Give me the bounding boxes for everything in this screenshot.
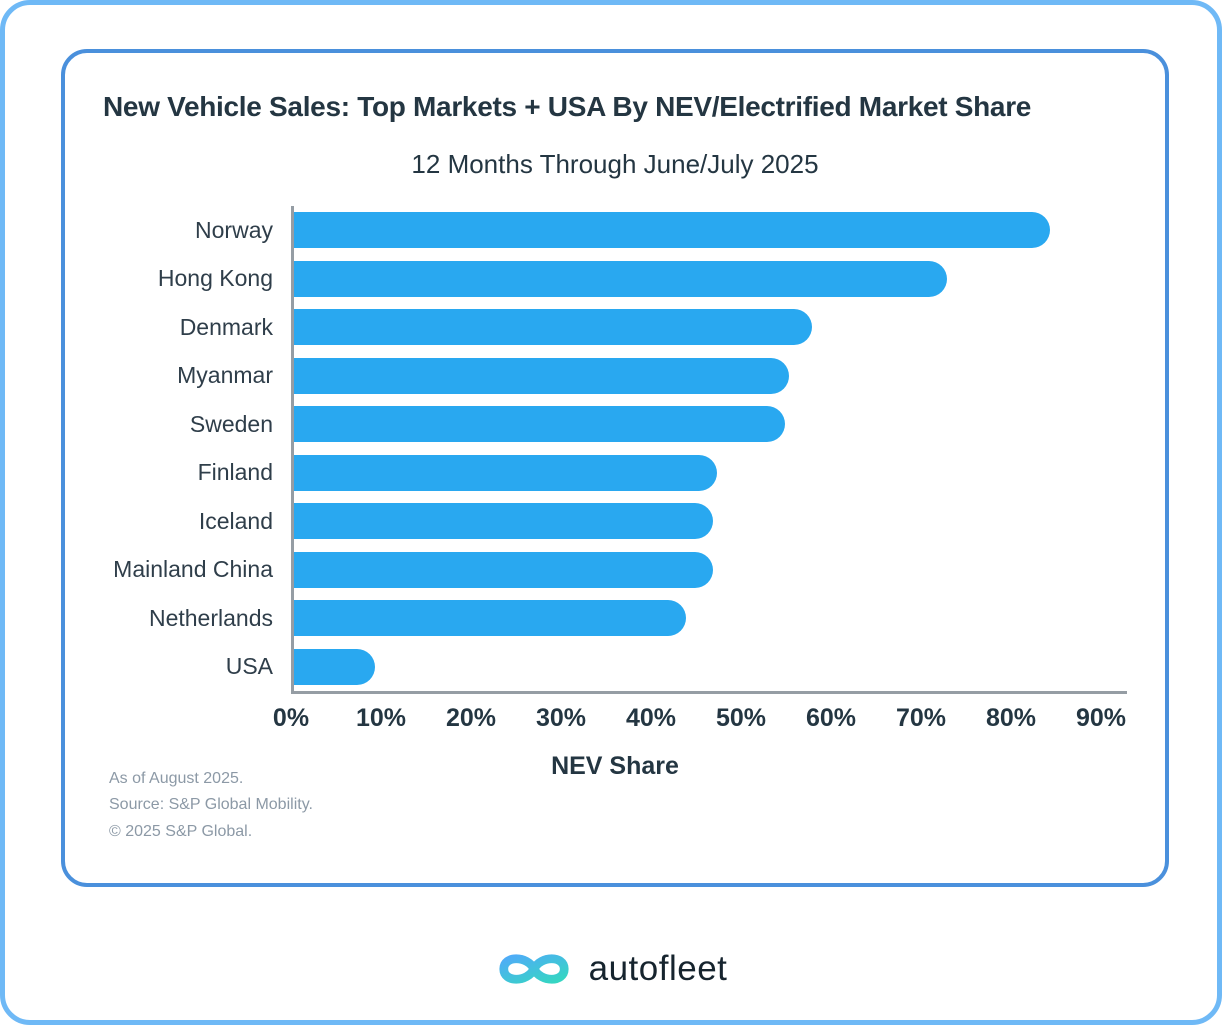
x-tick-label: 10% <box>355 704 407 732</box>
bar-mainland-china <box>294 551 713 588</box>
category-label: USA <box>225 653 273 680</box>
x-tick-label: 30% <box>535 704 587 732</box>
bar-iceland <box>294 503 713 540</box>
category-label: Norway <box>195 216 273 243</box>
bar-denmark <box>294 309 812 346</box>
footnote-line: As of August 2025. <box>109 769 244 787</box>
bar-track <box>291 351 1127 400</box>
x-tick-label: 60% <box>805 704 857 732</box>
footnote-line: Source: S&P Global Mobility. <box>109 796 313 814</box>
category-label: Myanmar <box>177 362 273 389</box>
category-label: Netherlands <box>148 604 273 631</box>
x-tick-label: 90% <box>1075 704 1127 732</box>
chart-title: New Vehicle Sales: Top Markets + USA By … <box>103 91 1032 122</box>
bar-usa <box>294 648 375 685</box>
bar-track <box>291 206 1127 255</box>
x-axis <box>291 691 1127 694</box>
category-label: Iceland <box>198 507 273 534</box>
category-label: Finland <box>197 459 273 486</box>
x-tick-label: 50% <box>715 704 767 732</box>
category-label: Sweden <box>189 410 273 437</box>
bar-track <box>291 642 1127 691</box>
bar-track <box>291 303 1127 352</box>
bar-chart: Norway Hong Kong Denmark Myanmar Sweden Finla… <box>65 206 1165 781</box>
x-tick-label: 20% <box>445 704 497 732</box>
chart-card: New Vehicle Sales: Top Markets + USA By … <box>61 49 1169 887</box>
x-axis-ticks: 0% 10% 20% 30% 40% 50% 60% 70% 80% 90% <box>273 694 1127 738</box>
bar-myanmar <box>294 357 789 394</box>
bar-track <box>291 448 1127 497</box>
category-label: Denmark <box>179 313 273 340</box>
brand-footer: autofleet <box>5 944 1217 994</box>
bar-chart-rows: Norway Hong Kong Denmark Myanmar Sweden Finla… <box>65 206 1165 691</box>
x-axis-label: NEV Share <box>551 752 679 780</box>
bar-hong-kong <box>294 260 947 297</box>
bar-track <box>291 254 1127 303</box>
bar-track <box>291 545 1127 594</box>
brand-name: autofleet <box>588 949 728 988</box>
x-tick-label: 70% <box>895 704 947 732</box>
bar-netherlands <box>294 600 686 637</box>
chart-subtitle: 12 Months Through June/July 2025 <box>411 149 819 179</box>
bar-track <box>291 400 1127 449</box>
x-tick-label: 40% <box>625 704 677 732</box>
bar-sweden <box>294 406 785 443</box>
x-tick-label: 0% <box>272 704 310 732</box>
infinity-loop-icon <box>498 954 569 984</box>
footnotes: As of August 2025. Source: S&P Global Mob… <box>109 766 313 845</box>
category-label: Hong Kong <box>157 265 273 292</box>
footnote-line: © 2025 S&P Global. <box>109 822 253 840</box>
bar-track <box>291 594 1127 643</box>
bar-norway <box>294 212 1050 249</box>
category-label: Mainland China <box>113 556 273 583</box>
x-tick-label: 80% <box>985 704 1037 732</box>
bar-finland <box>294 454 717 491</box>
bar-track <box>291 497 1127 546</box>
